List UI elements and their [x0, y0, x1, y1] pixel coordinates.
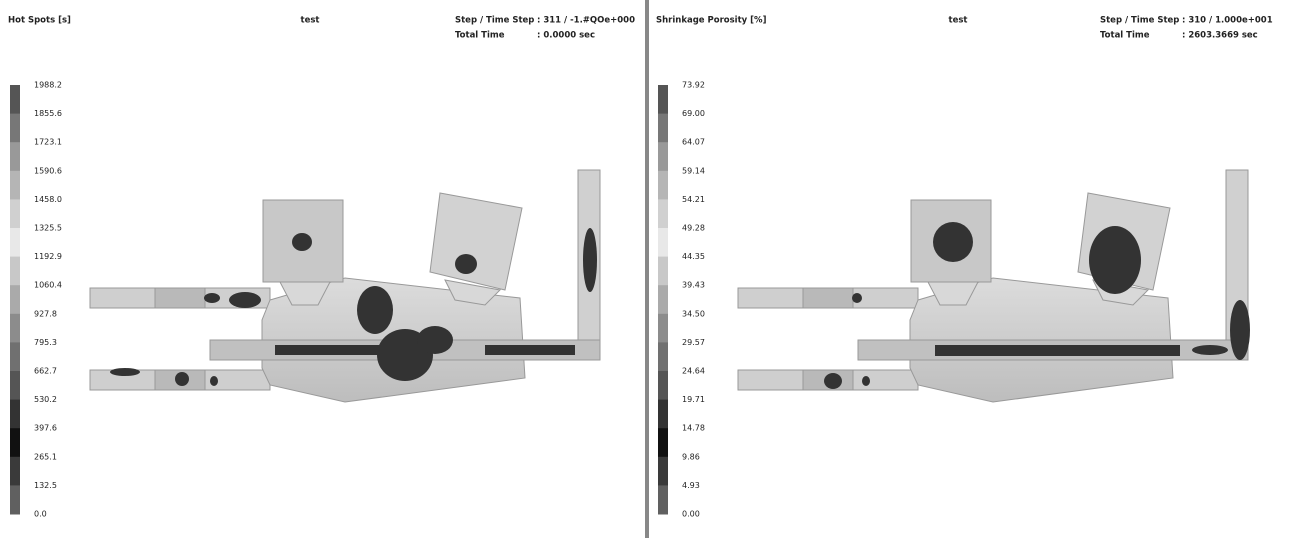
- legend-swatch: [10, 171, 20, 200]
- legend-label: 0.00: [682, 510, 700, 519]
- legend-label: 9.86: [682, 452, 700, 461]
- legend-label: 1060.4: [34, 281, 62, 290]
- legend-swatch: [10, 85, 20, 114]
- legend-label: 64.07: [682, 138, 705, 147]
- legend-label: 24.64: [682, 367, 705, 376]
- case-name: test: [301, 16, 320, 26]
- step-label: Step / Time Step: [1100, 16, 1179, 26]
- legend-swatch: [658, 257, 668, 286]
- legend-label: 4.93: [682, 481, 700, 490]
- legend-label: 14.78: [682, 424, 705, 433]
- step-value: : 310 / 1.000e+001: [1182, 16, 1273, 26]
- legend-swatch: [10, 257, 20, 286]
- legend-swatch: [10, 400, 20, 429]
- legend-swatch: [658, 428, 668, 457]
- legend-label: 1325.5: [34, 224, 62, 233]
- legend-label: 69.00: [682, 109, 705, 118]
- legend-swatch: [10, 457, 20, 486]
- legend-label: 265.1: [34, 452, 57, 461]
- legend-swatch: [658, 342, 668, 371]
- legend-label: 19.71: [682, 395, 705, 404]
- legend-label: 530.2: [34, 395, 57, 404]
- legend-swatch: [658, 457, 668, 486]
- time-label: Total Time: [455, 31, 505, 41]
- legend-label: 34.50: [682, 309, 705, 318]
- legend-swatch: [658, 85, 668, 114]
- legend-swatch: [658, 199, 668, 228]
- legend-swatch: [10, 114, 20, 143]
- legend-swatch: [10, 285, 20, 314]
- legend-label: 54.21: [682, 195, 705, 204]
- legend-label: 132.5: [34, 481, 57, 490]
- legend-swatch: [658, 485, 668, 514]
- time-label: Total Time: [1100, 31, 1150, 41]
- divider: [645, 0, 649, 538]
- legend-label: 795.3: [34, 338, 57, 347]
- legend-swatch: [10, 428, 20, 457]
- legend-swatch: [658, 400, 668, 429]
- step-value: : 311 / -1.#QOe+000: [537, 16, 635, 26]
- legend-label: 1458.0: [34, 195, 62, 204]
- panel-title: Hot Spots [s]: [8, 16, 71, 26]
- legend-label: 1590.6: [34, 166, 62, 175]
- legend-swatch: [658, 285, 668, 314]
- legend-swatch: [658, 314, 668, 343]
- legend-swatch: [10, 485, 20, 514]
- legend-label: 662.7: [34, 367, 57, 376]
- legend-swatch: [10, 371, 20, 400]
- legend-swatch: [658, 114, 668, 143]
- case-name: test: [949, 16, 968, 26]
- casting-geometry: [90, 170, 600, 402]
- legend-swatch: [658, 171, 668, 200]
- step-label: Step / Time Step: [455, 16, 534, 26]
- legend-label: 1723.1: [34, 138, 62, 147]
- legend-swatch: [658, 228, 668, 257]
- result-panel: Shrinkage Porosity [%] test Step / Time …: [656, 16, 1273, 519]
- legend-label: 1192.9: [34, 252, 62, 261]
- panel-title: Shrinkage Porosity [%]: [656, 16, 767, 26]
- result-panel: Hot Spots [s] test Step / Time Step : 31…: [8, 16, 635, 519]
- legend-label: 44.35: [682, 252, 705, 261]
- legend-label: 1988.2: [34, 81, 62, 90]
- screen: Hot Spots [s] test Step / Time Step : 31…: [0, 0, 1293, 538]
- legend-label: 927.8: [34, 309, 57, 318]
- legend-swatch: [10, 228, 20, 257]
- legend-label: 0.0: [34, 510, 47, 519]
- legend-label: 1855.6: [34, 109, 62, 118]
- legend-label: 397.6: [34, 424, 57, 433]
- legend-swatch: [10, 314, 20, 343]
- legend-swatch: [10, 142, 20, 171]
- legend-label: 29.57: [682, 338, 705, 347]
- time-value: : 0.0000 sec: [537, 31, 595, 41]
- legend-swatch: [10, 199, 20, 228]
- legend-label: 49.28: [682, 224, 705, 233]
- legend-label: 59.14: [682, 166, 705, 175]
- legend-label: 73.92: [682, 81, 705, 90]
- legend-label: 39.43: [682, 281, 705, 290]
- legend-swatch: [658, 142, 668, 171]
- casting-geometry: [738, 170, 1248, 402]
- time-value: : 2603.3669 sec: [1182, 31, 1258, 41]
- legend-swatch: [10, 342, 20, 371]
- legend-swatch: [658, 371, 668, 400]
